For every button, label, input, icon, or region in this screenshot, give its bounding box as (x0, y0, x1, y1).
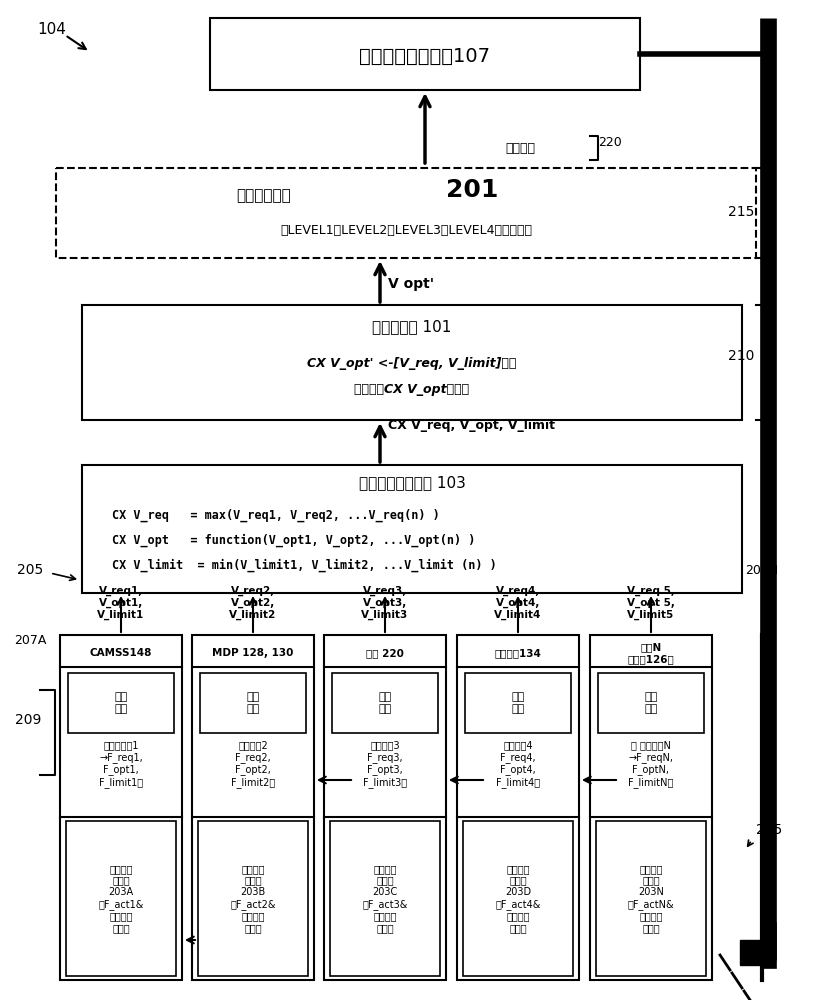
Text: 207N: 207N (745, 564, 779, 576)
Text: V_req 5,
V_opt 5,
V_limit5: V_req 5, V_opt 5, V_limit5 (627, 586, 675, 620)
Text: CX V_opt' <-[V_req, V_limit]范围: CX V_opt' <-[V_req, V_limit]范围 (307, 357, 516, 369)
Text: CAMSS148: CAMSS148 (90, 648, 152, 658)
FancyBboxPatch shape (324, 635, 446, 980)
FancyBboxPatch shape (68, 673, 174, 733)
FancyBboxPatch shape (330, 821, 440, 976)
Text: 215: 215 (728, 205, 754, 219)
FancyBboxPatch shape (332, 673, 438, 733)
FancyBboxPatch shape (192, 635, 314, 980)
Text: V_req1,
V_opt1,
V_limit1: V_req1, V_opt1, V_limit1 (97, 586, 145, 620)
FancyBboxPatch shape (465, 673, 571, 733)
Text: V opt': V opt' (388, 277, 434, 291)
Text: CX V_req, V_opt, V_limit: CX V_req, V_opt, V_limit (388, 420, 555, 432)
Text: 内核电压: 内核电压 (505, 141, 535, 154)
Text: 209: 209 (15, 713, 41, 727)
Polygon shape (740, 940, 760, 965)
FancyBboxPatch shape (82, 465, 742, 593)
Text: CX V_req   = max(V_req1, V_req2, ...V_req(n) ): CX V_req = max(V_req1, V_req2, ...V_req(… (112, 508, 440, 522)
Text: 功率
模型: 功率 模型 (378, 692, 391, 714)
Text: （工作负载1
→F_req1,
F_opt1,
F_limit1）: （工作负载1 →F_req1, F_opt1, F_limit1） (99, 740, 143, 788)
Text: 内核电压计划: 内核电压计划 (236, 188, 291, 204)
Text: 工作负载3
F_req3,
F_opt3,
F_limit3）: 工作负载3 F_req3, F_opt3, F_limit3） (363, 740, 407, 788)
Text: 总线 220: 总线 220 (366, 648, 404, 658)
Text: 225: 225 (756, 823, 782, 837)
Text: V_req2,
V_opt2,
V_limit2: V_req2, V_opt2, V_limit2 (230, 586, 277, 620)
FancyBboxPatch shape (82, 305, 742, 420)
Text: 增强型电压聚合器 103: 增强型电压聚合器 103 (359, 476, 466, 490)
Text: 频率性能
增强器
203C
（F_act3&
功率衰竭
调整）: 频率性能 增强器 203C （F_act3& 功率衰竭 调整） (362, 864, 408, 933)
Text: 内最接近CX V_opt的电压: 内最接近CX V_opt的电压 (355, 383, 470, 396)
Text: 频率性能
增强器
203B
（F_act2&
功率衰竭
调整）: 频率性能 增强器 203B （F_act2& 功率衰竭 调整） (230, 864, 276, 933)
Text: 205: 205 (17, 563, 43, 577)
FancyBboxPatch shape (210, 18, 640, 90)
FancyBboxPatch shape (66, 821, 176, 976)
Text: V_req4,
V_opt4,
V_limit4: V_req4, V_opt4, V_limit4 (494, 586, 542, 620)
Text: MDP 128, 130: MDP 128, 130 (212, 648, 293, 658)
Text: 频率性能
增强器
203A
（F_act1&
功率衰竭
调整）: 频率性能 增强器 203A （F_act1& 功率衰竭 调整） (98, 864, 144, 933)
Text: 功率
模型: 功率 模型 (247, 692, 260, 714)
Text: 220: 220 (598, 136, 622, 149)
FancyBboxPatch shape (596, 821, 706, 976)
Text: 104: 104 (38, 22, 66, 37)
Text: 工作负载4
F_req4,
F_opt4,
F_limit4）: 工作负载4 F_req4, F_opt4, F_limit4） (496, 740, 540, 788)
FancyBboxPatch shape (457, 635, 579, 980)
Text: 207A: 207A (14, 634, 47, 647)
Text: 功率管理集成电路107: 功率管理集成电路107 (359, 46, 490, 66)
FancyBboxPatch shape (198, 821, 308, 976)
Text: （LEVEL1、LEVEL2、LEVEL3、LEVEL4电压电平）: （LEVEL1、LEVEL2、LEVEL3、LEVEL4电压电平） (280, 224, 532, 236)
FancyBboxPatch shape (60, 635, 182, 980)
Text: 功率
模型: 功率 模型 (511, 692, 525, 714)
Text: 频率性能
增强器
203N
（F_actN&
功率衰竭
调整）: 频率性能 增强器 203N （F_actN& 功率衰竭 调整） (627, 864, 674, 933)
FancyBboxPatch shape (200, 673, 306, 733)
FancyBboxPatch shape (598, 673, 704, 733)
Text: CX V_opt   = function(V_opt1, V_opt2, ...V_opt(n) ): CX V_opt = function(V_opt1, V_opt2, ...V… (112, 533, 475, 547)
Text: 编解码器134: 编解码器134 (494, 648, 542, 658)
Text: 201: 201 (446, 178, 498, 202)
Text: 其它N
（即，126）: 其它N （即，126） (627, 642, 674, 664)
Text: V_req3,
V_opt3,
V_limit3: V_req3, V_opt3, V_limit3 (361, 586, 408, 620)
FancyBboxPatch shape (463, 821, 573, 976)
Text: 功率
模型: 功率 模型 (645, 692, 658, 714)
Text: 功率
模型: 功率 模型 (114, 692, 127, 714)
Text: （ 工作负载N
→F_reqN,
F_optN,
F_limitN）: （ 工作负载N →F_reqN, F_optN, F_limitN） (628, 740, 674, 788)
Text: 工作负载2
F_req2,
F_opt2,
F_limit2）: 工作负载2 F_req2, F_opt2, F_limit2） (231, 740, 275, 788)
FancyBboxPatch shape (56, 168, 756, 258)
Text: CX V_limit  = min(V_limit1, V_limit2, ...V_limit (n) ): CX V_limit = min(V_limit1, V_limit2, ...… (112, 558, 497, 572)
Text: 210: 210 (728, 349, 754, 363)
Text: 电压优化器 101: 电压优化器 101 (373, 320, 452, 334)
Text: 频率性能
增强器
203D
（F_act4&
功率衰竭
调整）: 频率性能 增强器 203D （F_act4& 功率衰竭 调整） (495, 864, 541, 933)
FancyBboxPatch shape (590, 635, 712, 980)
